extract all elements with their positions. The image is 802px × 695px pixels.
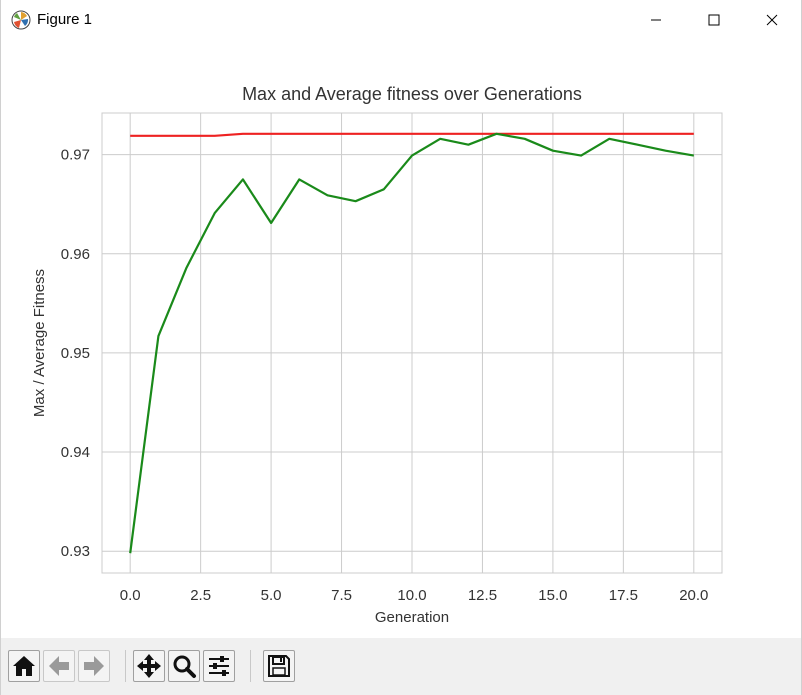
forward-button[interactable] — [78, 650, 110, 682]
pan-icon — [137, 654, 161, 678]
save-button[interactable] — [263, 650, 295, 682]
home-button[interactable] — [8, 650, 40, 682]
forward-arrow-icon — [84, 656, 104, 676]
maximize-icon — [708, 14, 720, 26]
y-tick-label: 0.93 — [61, 543, 90, 560]
chart-title: Max and Average fitness over Generations — [242, 84, 582, 104]
x-tick-label: 7.5 — [331, 587, 352, 604]
configure-subplots-button[interactable] — [203, 650, 235, 682]
back-arrow-icon — [49, 656, 69, 676]
y-tick-label: 0.97 — [61, 147, 90, 164]
y-axis-label: Max / Average Fitness — [31, 269, 48, 417]
max-fitness-line — [130, 132, 694, 137]
navigation-toolbar — [1, 638, 801, 695]
maximize-button[interactable] — [685, 0, 743, 40]
toolbar-separator — [250, 650, 251, 682]
zoom-icon — [173, 655, 196, 678]
back-button[interactable] — [43, 650, 75, 682]
axes-frame — [101, 112, 723, 574]
toolbar-separator — [125, 650, 126, 682]
plot-canvas[interactable]: 0.0 2.5 5.0 7.5 10.0 12.5 15.0 17.5 20.0 0.93 0.94… — [1, 40, 801, 638]
x-tick-label: 5.0 — [261, 587, 282, 604]
matplotlib-logo-icon — [11, 10, 31, 30]
close-icon — [766, 14, 778, 26]
home-icon — [13, 656, 35, 676]
x-axis-label: Generation — [375, 609, 449, 626]
x-tick-label: 15.0 — [538, 587, 567, 604]
configure-subplots-icon — [209, 656, 229, 676]
average-fitness-line — [129, 132, 694, 554]
minimize-icon — [651, 19, 661, 21]
window-title: Figure 1 — [37, 11, 93, 28]
y-tick-label: 0.94 — [61, 444, 90, 461]
y-tick-label: 0.96 — [61, 246, 90, 263]
x-tick-label: 20.0 — [679, 587, 708, 604]
save-icon — [268, 655, 290, 677]
title-bar[interactable]: Figure 1 — [1, 0, 801, 40]
line-chart: 0.0 2.5 5.0 7.5 10.0 12.5 15.0 17.5 20.0 0.93 0.94… — [31, 84, 723, 626]
x-tick-label: 17.5 — [609, 587, 638, 604]
x-tick-label: 0.0 — [120, 587, 141, 604]
pan-button[interactable] — [133, 650, 165, 682]
close-button[interactable] — [743, 0, 801, 40]
x-tick-label: 10.0 — [397, 587, 426, 604]
x-tick-label: 12.5 — [468, 587, 497, 604]
y-tick-label: 0.95 — [61, 345, 90, 362]
zoom-button[interactable] — [168, 650, 200, 682]
x-tick-label: 2.5 — [190, 587, 211, 604]
minimize-button[interactable] — [627, 0, 685, 40]
